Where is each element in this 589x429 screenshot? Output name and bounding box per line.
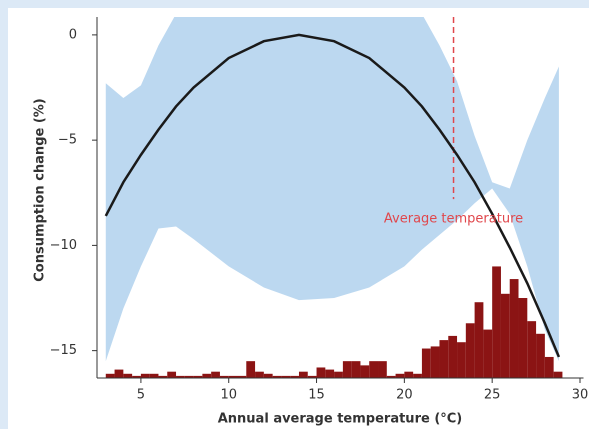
histogram-bar	[430, 346, 440, 378]
histogram-bar	[211, 371, 220, 378]
histogram-bar	[149, 373, 159, 378]
histogram-bar	[386, 375, 396, 378]
histogram-bar	[413, 373, 422, 378]
y-axis-label: Consumption change (%)	[33, 98, 48, 282]
histogram-bar	[158, 375, 168, 378]
plot-area	[104, 17, 563, 378]
histogram-bar	[421, 348, 431, 378]
histogram-bar	[465, 323, 475, 378]
x-tick-label: 30	[572, 388, 589, 403]
histogram-bar	[307, 375, 317, 378]
histogram-bar	[167, 371, 177, 378]
confidence-band	[105, 17, 559, 362]
y-tick-label: 0	[69, 27, 77, 42]
y-tick-label: −5	[58, 133, 77, 148]
histogram-bar	[228, 375, 238, 378]
histogram-bar	[176, 375, 185, 378]
histogram-bar	[457, 342, 466, 378]
histogram-bar	[114, 369, 124, 378]
histogram-bar	[492, 266, 501, 378]
histogram-bar	[193, 375, 203, 378]
histogram-bar	[237, 375, 247, 378]
x-tick-label: 25	[484, 388, 501, 403]
histogram-bar	[483, 329, 493, 378]
histogram-bar	[439, 340, 449, 378]
histogram-bar	[202, 373, 212, 378]
histogram-bar	[360, 365, 370, 378]
histogram-bar	[553, 371, 563, 378]
x-tick-label: 15	[308, 388, 325, 403]
histogram-bar	[246, 361, 256, 378]
histogram-bar	[378, 361, 387, 378]
x-tick-label: 10	[220, 388, 237, 403]
histogram-bar	[281, 375, 291, 378]
x-tick-label: 20	[396, 388, 413, 403]
x-axis-label: Annual average temperature (°C)	[218, 412, 463, 427]
histogram-bar	[342, 361, 352, 378]
histogram-bar	[536, 333, 545, 378]
histogram-bar	[184, 375, 194, 378]
histogram-bar	[404, 371, 414, 378]
histogram-bar	[448, 335, 458, 378]
histogram-bar	[272, 375, 282, 378]
histogram-bar	[369, 361, 379, 378]
annotation: Average temperature	[384, 212, 523, 227]
histogram-bar	[395, 373, 405, 378]
histogram-bar	[140, 373, 150, 378]
histogram-bar	[544, 356, 554, 378]
histogram-bar	[219, 375, 229, 378]
histogram-bar	[527, 321, 537, 378]
histogram-bar	[298, 371, 308, 378]
histogram-bar	[105, 373, 115, 378]
histogram-bar	[334, 371, 343, 378]
histogram-bar	[290, 375, 299, 378]
histogram-bar	[500, 293, 510, 378]
x-tick-label: 5	[137, 388, 145, 403]
histogram-bar	[316, 367, 326, 378]
histogram-bar	[132, 375, 141, 378]
y-tick-label: −10	[50, 238, 77, 253]
histogram-bar	[518, 298, 528, 378]
histogram-bar	[351, 361, 361, 378]
histogram-bar	[474, 302, 484, 378]
y-tick-label: −15	[50, 343, 77, 358]
histogram-bar	[325, 369, 335, 378]
histogram-bar	[263, 373, 273, 378]
histogram-bar	[255, 371, 264, 378]
curve	[104, 33, 561, 358]
histogram-bar	[509, 279, 519, 378]
histogram-bar	[123, 373, 133, 378]
